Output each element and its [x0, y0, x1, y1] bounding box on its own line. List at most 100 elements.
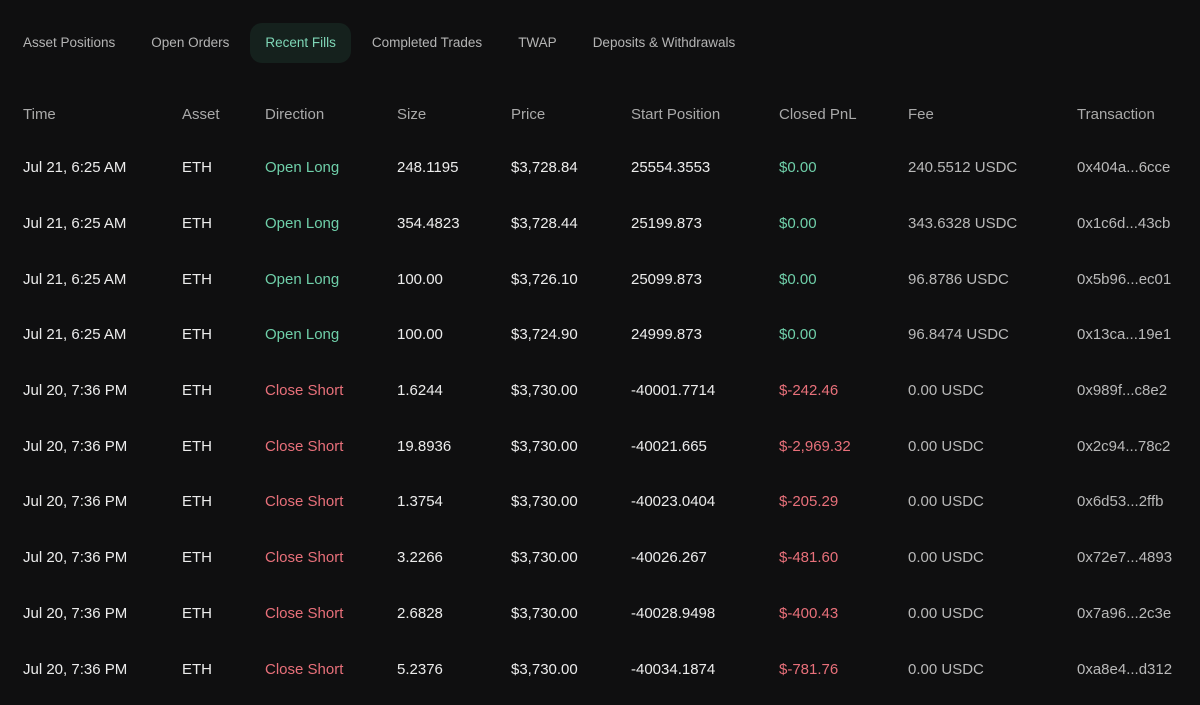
cell-closed-pnl: $-2,969.32: [779, 437, 851, 455]
tab-completed-trades[interactable]: Completed Trades: [371, 35, 483, 50]
cell-transaction-link[interactable]: 0xa8e4...d312: [1077, 660, 1173, 678]
cell-transaction-link[interactable]: 0x2c94...78c2: [1077, 437, 1171, 455]
cell-closed-pnl: $-242.46: [779, 382, 839, 400]
cell-start-position: 25099.873: [631, 270, 702, 288]
cell-time: Jul 21, 6:25 AM: [23, 159, 127, 177]
cell-direction: Close Short: [265, 437, 344, 455]
table-header: Time Asset Direction Size Price Start Po…: [0, 88, 1200, 140]
cell-transaction-link[interactable]: 0x404a...6cce: [1077, 159, 1171, 177]
cell-transaction-link[interactable]: 0x72e7...4893: [1077, 549, 1173, 567]
cell-price: $3,726.10: [511, 270, 578, 288]
cell-direction: Close Short: [265, 604, 344, 622]
tab-recent-fills[interactable]: Recent Fills: [250, 23, 351, 63]
cell-closed-pnl: $0.00: [779, 270, 817, 288]
cell-direction: Close Short: [265, 660, 344, 678]
cell-asset: ETH: [182, 326, 212, 344]
cell-start-position: 25554.3553: [631, 159, 711, 177]
cell-price: $3,730.00: [511, 493, 578, 511]
cell-fee: 0.00 USDC: [908, 660, 984, 678]
cell-fee: 240.5512 USDC: [908, 159, 1018, 177]
cell-price: $3,730.00: [511, 437, 578, 455]
tab-bar: Asset Positions Open Orders Recent Fills…: [8, 22, 756, 64]
cell-closed-pnl: $-481.60: [779, 549, 839, 567]
table-row: Jul 20, 7:36 PM ETH Close Short 19.8936 $3,7…: [0, 418, 1200, 474]
cell-size: 1.3754: [397, 493, 443, 511]
tab-open-orders[interactable]: Open Orders: [151, 35, 230, 50]
cell-start-position: -40001.7714: [631, 382, 716, 400]
cell-fee: 343.6328 USDC: [908, 215, 1018, 233]
cell-start-position: 24999.873: [631, 326, 702, 344]
cell-size: 1.6244: [397, 382, 443, 400]
cell-transaction-link[interactable]: 0x6d53...2ffb: [1077, 493, 1164, 511]
cell-size: 19.8936: [397, 437, 452, 455]
column-header-fee[interactable]: Fee: [908, 105, 934, 123]
cell-fee: 0.00 USDC: [908, 382, 984, 400]
cell-closed-pnl: $0.00: [779, 215, 817, 233]
cell-time: Jul 20, 7:36 PM: [23, 437, 128, 455]
cell-size: 2.6828: [397, 604, 443, 622]
tab-deposits-withdrawals[interactable]: Deposits & Withdrawals: [592, 35, 736, 50]
table-row: Jul 20, 7:36 PM ETH Close Short 3.2266 $3,73…: [0, 530, 1200, 586]
cell-asset: ETH: [182, 437, 212, 455]
cell-direction: Close Short: [265, 382, 344, 400]
cell-transaction-link[interactable]: 0x989f...c8e2: [1077, 382, 1168, 400]
cell-closed-pnl: $-400.43: [779, 604, 839, 622]
column-header-time[interactable]: Time: [23, 105, 56, 123]
table-row: Jul 21, 6:25 AM ETH Open Long 354.4823 $3,72…: [0, 196, 1200, 252]
cell-time: Jul 21, 6:25 AM: [23, 215, 127, 233]
column-header-price[interactable]: Price: [511, 105, 546, 123]
cell-price: $3,724.90: [511, 326, 578, 344]
cell-size: 248.1195: [397, 159, 459, 177]
cell-asset: ETH: [182, 604, 212, 622]
cell-time: Jul 20, 7:36 PM: [23, 493, 128, 511]
column-header-transaction[interactable]: Transaction: [1077, 105, 1155, 123]
cell-closed-pnl: $-781.76: [779, 660, 839, 678]
cell-closed-pnl: $0.00: [779, 159, 817, 177]
column-header-direction[interactable]: Direction: [265, 105, 325, 123]
cell-asset: ETH: [182, 215, 212, 233]
table-row: Jul 20, 7:36 PM ETH Close Short 1.6244 $3,73…: [0, 363, 1200, 419]
cell-transaction-link[interactable]: 0x13ca...19e1: [1077, 326, 1172, 344]
cell-time: Jul 21, 6:25 AM: [23, 270, 127, 288]
cell-size: 354.4823: [397, 215, 460, 233]
cell-direction: Open Long: [265, 270, 340, 288]
cell-closed-pnl: $-205.29: [779, 493, 839, 511]
cell-direction: Close Short: [265, 549, 344, 567]
cell-start-position: -40028.9498: [631, 604, 716, 622]
cell-asset: ETH: [182, 549, 212, 567]
cell-time: Jul 20, 7:36 PM: [23, 382, 128, 400]
table-row: Jul 20, 7:36 PM ETH Close Short 2.6828 $3,73…: [0, 586, 1200, 642]
cell-start-position: 25199.873: [631, 215, 702, 233]
table-row: Jul 21, 6:25 AM ETH Open Long 100.00 $3,726.…: [0, 251, 1200, 307]
cell-transaction-link[interactable]: 0x7a96...2c3e: [1077, 604, 1172, 622]
column-header-start-position[interactable]: Start Position: [631, 105, 721, 123]
tab-twap[interactable]: TWAP: [518, 35, 557, 50]
cell-transaction-link[interactable]: 0x5b96...ec01: [1077, 270, 1172, 288]
cell-direction: Close Short: [265, 493, 344, 511]
cell-size: 100.00: [397, 270, 443, 288]
column-header-asset[interactable]: Asset: [182, 105, 220, 123]
cell-size: 5.2376: [397, 660, 443, 678]
cell-time: Jul 20, 7:36 PM: [23, 549, 128, 567]
cell-asset: ETH: [182, 493, 212, 511]
table-row: Jul 21, 6:25 AM ETH Open Long 248.1195 $3,72…: [0, 140, 1200, 196]
cell-closed-pnl: $0.00: [779, 326, 817, 344]
cell-transaction-link[interactable]: 0x1c6d...43cb: [1077, 215, 1171, 233]
cell-fee: 0.00 USDC: [908, 493, 984, 511]
column-header-closed-pnl[interactable]: Closed PnL: [779, 105, 857, 123]
column-header-size[interactable]: Size: [397, 105, 427, 123]
cell-fee: 96.8786 USDC: [908, 270, 1009, 288]
cell-size: 100.00: [397, 326, 443, 344]
cell-fee: 0.00 USDC: [908, 549, 984, 567]
cell-price: $3,730.00: [511, 382, 578, 400]
cell-direction: Open Long: [265, 326, 340, 344]
table-row: Jul 21, 6:25 AM ETH Open Long 100.00 $3,724.…: [0, 307, 1200, 363]
cell-start-position: -40021.665: [631, 437, 707, 455]
cell-fee: 0.00 USDC: [908, 604, 984, 622]
cell-start-position: -40034.1874: [631, 660, 716, 678]
cell-price: $3,730.00: [511, 660, 578, 678]
tab-asset-positions[interactable]: Asset Positions: [23, 35, 116, 50]
cell-asset: ETH: [182, 159, 212, 177]
table-body: Jul 21, 6:25 AM ETH Open Long 248.1195 $3,72…: [0, 140, 1200, 697]
